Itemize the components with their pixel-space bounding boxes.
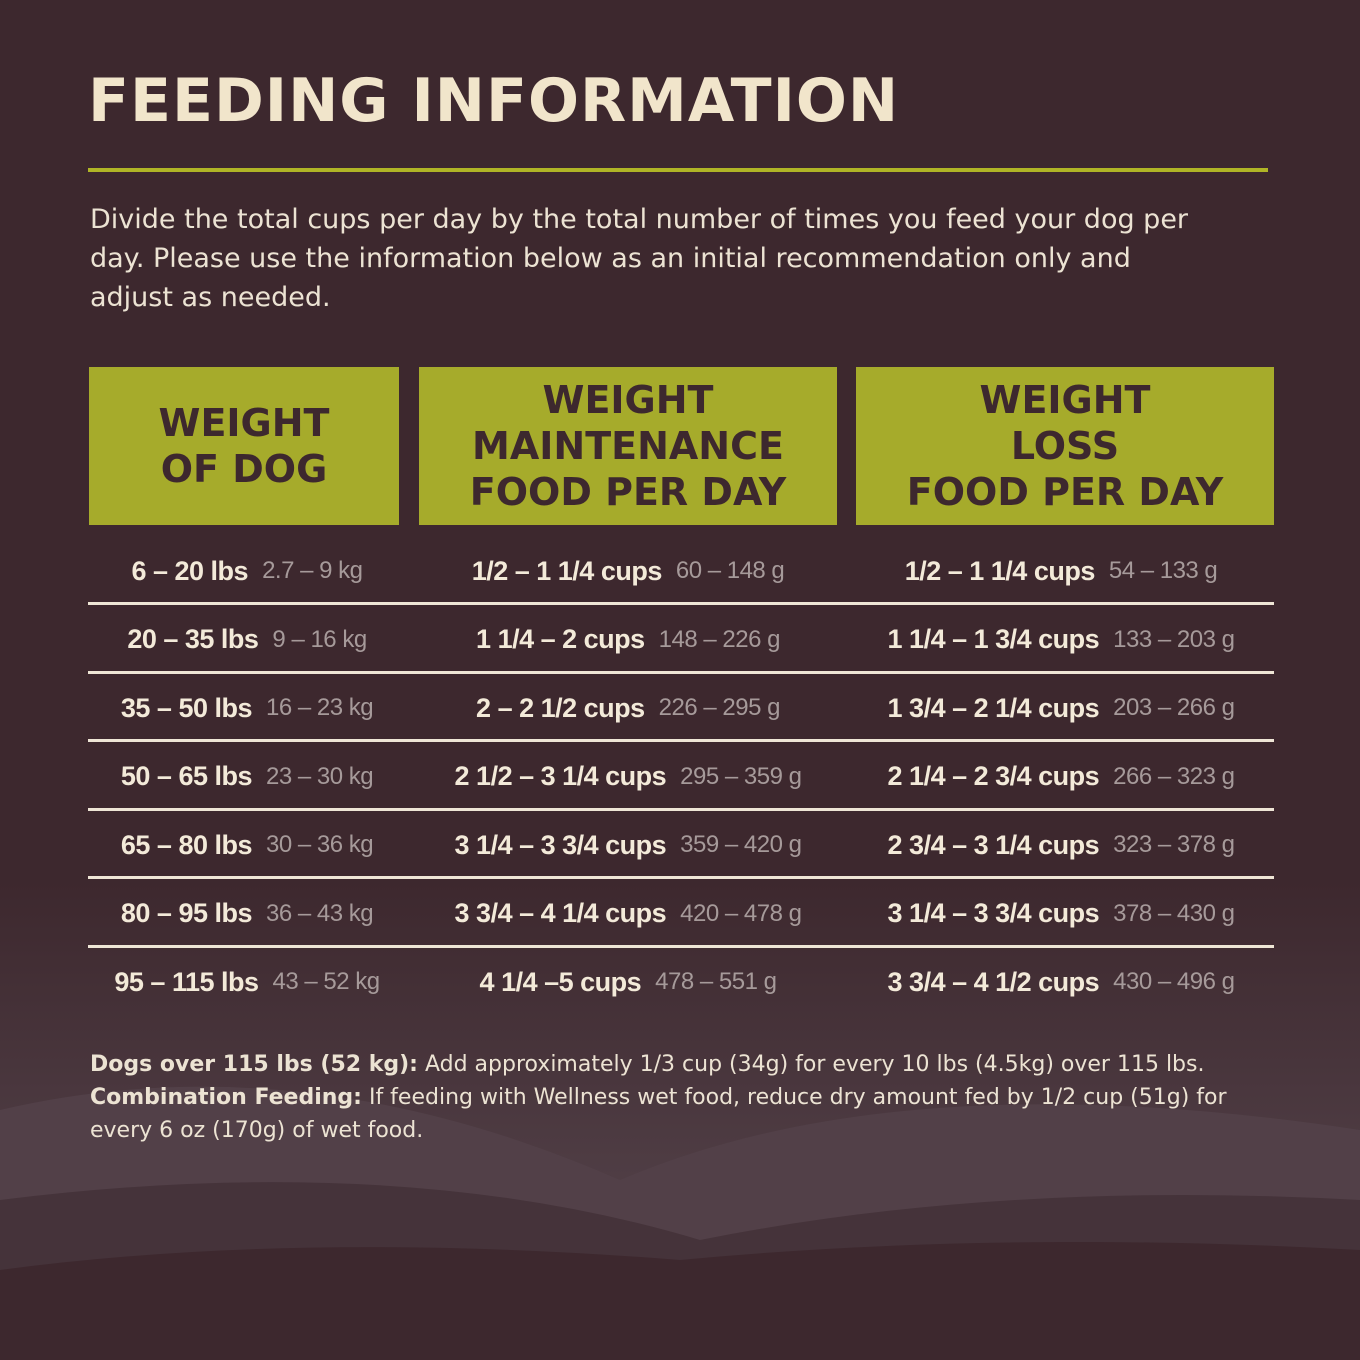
amount: 20 – 35 lbs	[127, 624, 259, 654]
row-separator	[88, 602, 1274, 605]
table-cell: 2 1/2 – 3 1/4 cups 295 – 359 g	[410, 744, 846, 810]
footnote-text: If feeding with Wellness wet food, reduc…	[90, 1085, 1227, 1143]
amount-metric: 60 – 148 g	[675, 557, 785, 584]
amount-metric: 148 – 226 g	[658, 625, 781, 653]
table-row: 6 – 20 lbs 2.7 – 9 kg 1/2 – 1 1/4 cups 60 –…	[88, 538, 1274, 604]
table-row: 50 – 65 lbs 23 – 30 kg 2 1/2 – 3 1/4 cups 2…	[88, 744, 1274, 810]
amount: 35 – 50 lbs	[120, 692, 253, 723]
row-separator	[88, 739, 1274, 742]
amount: 3 3/4 – 4 1/4 cups	[454, 898, 667, 928]
amount-metric: 16 – 23 kg	[266, 694, 374, 721]
amount: 1 3/4 – 2 1/4 cups	[887, 692, 1100, 723]
amount: 3 3/4 – 4 1/2 cups	[887, 966, 1100, 997]
table-cell: 2 1/4 – 2 3/4 cups 266 – 323 g	[846, 744, 1276, 810]
amount-metric: 133 – 203 g	[1113, 625, 1235, 653]
table-cell: 3 1/4 – 3 3/4 cups 359 – 420 g	[410, 812, 846, 878]
amount-metric: 226 – 295 g	[658, 694, 781, 721]
amount-metric: 266 – 323 g	[1113, 762, 1235, 790]
amount: 65 – 80 lbs	[120, 829, 253, 860]
header-line: LOSS	[1010, 424, 1120, 468]
header-line: MAINTENANCE	[472, 424, 784, 468]
amount: 3 1/4 – 3 3/4 cups	[454, 829, 667, 860]
header-line: FOOD PER DAY	[469, 470, 787, 514]
amount: 2 – 2 1/2 cups	[476, 692, 645, 723]
amount-metric: 420 – 478 g	[680, 899, 802, 927]
amount-metric: 9 – 16 kg	[272, 625, 367, 653]
table-cell: 2 – 2 1/2 cups 226 – 295 g	[410, 675, 846, 741]
table-cell: 3 1/4 – 3 3/4 cups 378 – 430 g	[846, 881, 1276, 947]
amount-metric: 378 – 430 g	[1113, 899, 1235, 927]
table-cell: 3 3/4 – 4 1/4 cups 420 – 478 g	[410, 881, 846, 947]
amount-metric: 359 – 420 g	[680, 831, 802, 858]
title: FEEDING INFORMATION	[88, 66, 900, 136]
table-row: 35 – 50 lbs 16 – 23 kg 2 – 2 1/2 cups 226 –…	[88, 675, 1274, 741]
amount-metric: 2.7 – 9 kg	[262, 557, 363, 584]
row-separator	[88, 944, 1274, 948]
table-cell: 65 – 80 lbs 30 – 36 kg	[88, 812, 406, 878]
table-cell: 1 3/4 – 2 1/4 cups 203 – 266 g	[846, 675, 1276, 741]
amount-metric: 43 – 52 kg	[272, 968, 381, 995]
table-cell: 3 3/4 – 4 1/2 cups 430 – 496 g	[846, 949, 1276, 1015]
amount-metric: 478 – 551 g	[655, 968, 777, 995]
footnote: Dogs over 115 lbs (52 kg): Add approxima…	[90, 1048, 1290, 1147]
amount: 6 – 20 lbs	[131, 555, 249, 586]
amount: 1/2 – 1 1/4 cups	[471, 555, 663, 586]
amount: 2 1/2 – 3 1/4 cups	[454, 761, 667, 791]
table-cell: 1 1/4 – 1 3/4 cups 133 – 203 g	[846, 607, 1276, 673]
amount: 2 3/4 – 3 1/4 cups	[887, 829, 1100, 860]
row-separator	[88, 807, 1274, 811]
amount-metric: 54 – 133 g	[1108, 557, 1218, 584]
amount-metric: 430 – 496 g	[1113, 968, 1235, 995]
amount: 1 1/4 – 2 cups	[476, 624, 645, 654]
footnote-label: Combination Feeding:	[90, 1085, 362, 1110]
table-cell: 20 – 35 lbs 9 – 16 kg	[88, 607, 406, 673]
table-cell: 6 – 20 lbs 2.7 – 9 kg	[88, 538, 406, 604]
header-line: WEIGHT	[158, 401, 330, 445]
table-cell: 50 – 65 lbs 23 – 30 kg	[88, 744, 406, 810]
intro: Divide the total cups per day by the tot…	[90, 204, 1189, 313]
table-cell: 4 1/4 –5 cups 478 – 551 g	[410, 949, 846, 1015]
amount: 2 1/4 – 2 3/4 cups	[887, 761, 1100, 791]
amount-metric: 23 – 30 kg	[266, 762, 374, 790]
table-cell: 80 – 95 lbs 36 – 43 kg	[88, 881, 406, 947]
column-header: WEIGHT LOSS FOOD PER DAY	[856, 367, 1274, 525]
table-row: 95 – 115 lbs 43 – 52 kg 4 1/4 –5 cups 478 –…	[88, 949, 1274, 1015]
header-line: FOOD PER DAY	[906, 470, 1224, 514]
header-line: WEIGHT	[542, 378, 714, 422]
divider	[88, 168, 1268, 172]
row-separator	[88, 876, 1274, 879]
table-cell: 1/2 – 1 1/4 cups 60 – 148 g	[410, 538, 846, 604]
header-line: OF DOG	[160, 447, 328, 491]
table-row: 65 – 80 lbs 30 – 36 kg 3 1/4 – 3 3/4 cups 3…	[88, 812, 1274, 878]
table-row: 20 – 35 lbs 9 – 16 kg 1 1/4 – 2 cups 148 – …	[88, 607, 1274, 673]
amount: 4 1/4 –5 cups	[479, 966, 642, 997]
amount: 1 1/4 – 1 3/4 cups	[887, 624, 1100, 654]
column-header: WEIGHT MAINTENANCE FOOD PER DAY	[419, 367, 837, 525]
table-cell: 1 1/4 – 2 cups 148 – 226 g	[410, 607, 846, 673]
amount: 95 – 115 lbs	[114, 966, 259, 997]
table-cell: 35 – 50 lbs 16 – 23 kg	[88, 675, 406, 741]
column-header: WEIGHT OF DOG	[89, 367, 399, 525]
amount-metric: 36 – 43 kg	[266, 899, 374, 927]
table-cell: 95 – 115 lbs 43 – 52 kg	[88, 949, 406, 1015]
table-row: 80 – 95 lbs 36 – 43 kg 3 3/4 – 4 1/4 cups 4…	[88, 881, 1274, 947]
row-separator	[88, 670, 1274, 674]
amount: 1/2 – 1 1/4 cups	[904, 555, 1096, 586]
amount-metric: 203 – 266 g	[1113, 694, 1235, 721]
amount: 80 – 95 lbs	[120, 898, 253, 928]
amount-metric: 323 – 378 g	[1113, 831, 1235, 858]
amount-metric: 30 – 36 kg	[266, 831, 374, 858]
footnote-text: Add approximately 1/3 cup (34g) for ever…	[424, 1052, 1205, 1077]
table-cell: 1/2 – 1 1/4 cups 54 – 133 g	[846, 538, 1276, 604]
amount-metric: 295 – 359 g	[680, 762, 802, 790]
footnote-label: Dogs over 115 lbs (52 kg):	[90, 1052, 418, 1077]
amount: 3 1/4 – 3 3/4 cups	[887, 898, 1100, 928]
header-line: WEIGHT	[979, 378, 1151, 422]
amount: 50 – 65 lbs	[120, 761, 253, 791]
table-cell: 2 3/4 – 3 1/4 cups 323 – 378 g	[846, 812, 1276, 878]
